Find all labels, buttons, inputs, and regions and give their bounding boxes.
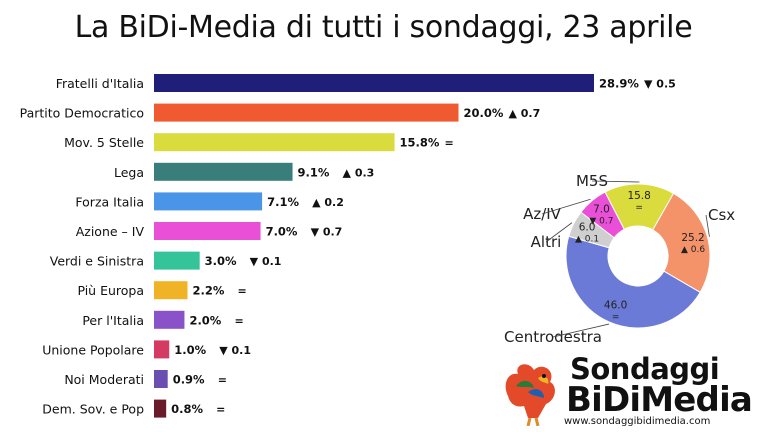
- logo-line-1: Sondaggi: [570, 352, 720, 386]
- leader-line: [705, 214, 710, 237]
- change-label: =: [445, 137, 454, 150]
- donut-slice: [580, 191, 625, 239]
- slice-change-label: ▲ 0.6: [681, 245, 705, 255]
- change-label: =: [237, 285, 246, 298]
- brand-logo: Sondaggi BiDiMedia www.sondaggibidimedia…: [498, 350, 760, 432]
- bar: [154, 281, 188, 300]
- logo-line-2: BiDiMedia: [566, 380, 753, 420]
- value-label: 2.2%: [192, 284, 224, 298]
- change-label: ▼ 0.5: [644, 78, 676, 91]
- donut-slice: [652, 192, 711, 294]
- change-label: ▼ 0.1: [250, 255, 282, 268]
- leader-line: [541, 198, 591, 215]
- category-label: Noi Moderati: [64, 372, 144, 387]
- category-label: Dem. Sov. e Pop: [42, 402, 144, 417]
- value-label: 20.0%: [463, 106, 503, 120]
- slice-name-label: Csx: [708, 206, 735, 224]
- slice-change-label: =: [612, 312, 620, 322]
- bar: [154, 192, 263, 211]
- rooster-icon: [505, 364, 555, 426]
- change-label: =: [234, 314, 243, 327]
- bar: [154, 133, 395, 152]
- category-label: Azione – IV: [76, 224, 145, 239]
- category-label: Fratelli d'Italia: [56, 76, 144, 91]
- change-label: ▲ 0.2: [312, 196, 344, 209]
- slice-value-label: 7.0: [593, 203, 610, 215]
- category-label: Forza Italia: [75, 194, 144, 209]
- slice-value-label: 25.2: [681, 232, 704, 244]
- value-label: 0.8%: [171, 402, 203, 416]
- value-label: 7.0%: [266, 225, 298, 239]
- change-label: ▲ 0.3: [343, 166, 375, 179]
- slice-value-label: 6.0: [579, 221, 596, 233]
- change-label: =: [218, 374, 227, 387]
- leader-line: [545, 222, 573, 243]
- value-label: 7.1%: [267, 195, 299, 209]
- category-label: Più Europa: [77, 283, 144, 298]
- value-label: 28.9%: [599, 77, 639, 91]
- change-label: ▲ 0.7: [508, 107, 540, 120]
- bar: [154, 399, 167, 418]
- change-label: ▼ 0.1: [219, 344, 251, 357]
- leader-line: [591, 180, 640, 183]
- value-label: 2.0%: [189, 313, 221, 327]
- value-label: 1.0%: [174, 343, 206, 357]
- slice-change-label: ▲ 0.1: [575, 234, 599, 244]
- category-label: Per l'Italia: [82, 313, 144, 328]
- category-label: Partito Democratico: [20, 106, 144, 121]
- bar: [154, 103, 459, 122]
- category-label: Verdi e Sinistra: [50, 254, 144, 269]
- slice-change-label: ▼ 0.7: [589, 216, 613, 226]
- leader-line: [552, 323, 610, 338]
- category-label: Mov. 5 Stelle: [64, 135, 144, 150]
- slice-value-label: 15.8: [627, 190, 650, 202]
- bar: [154, 251, 200, 270]
- slice-change-label: =: [635, 203, 643, 213]
- category-label: Lega: [114, 165, 144, 180]
- value-label: 9.1%: [298, 165, 330, 179]
- donut-slice: [565, 235, 701, 329]
- bar: [154, 370, 168, 388]
- bar: [154, 222, 261, 240]
- bar: [154, 310, 185, 329]
- page-title: La BiDi-Media di tutti i sondaggi, 23 ap…: [74, 10, 693, 45]
- slice-value-label: 46.0: [604, 299, 627, 311]
- change-label: ▼ 0.7: [311, 226, 343, 239]
- change-label: =: [216, 403, 225, 416]
- logo-url: www.sondaggibidimedia.com: [564, 416, 711, 427]
- category-label: Unione Popolare: [42, 342, 144, 357]
- value-label: 3.0%: [205, 254, 237, 268]
- bar: [154, 340, 170, 359]
- value-label: 0.9%: [173, 373, 205, 387]
- bar: [154, 74, 594, 92]
- value-label: 15.8%: [400, 136, 440, 150]
- bar: [154, 162, 293, 181]
